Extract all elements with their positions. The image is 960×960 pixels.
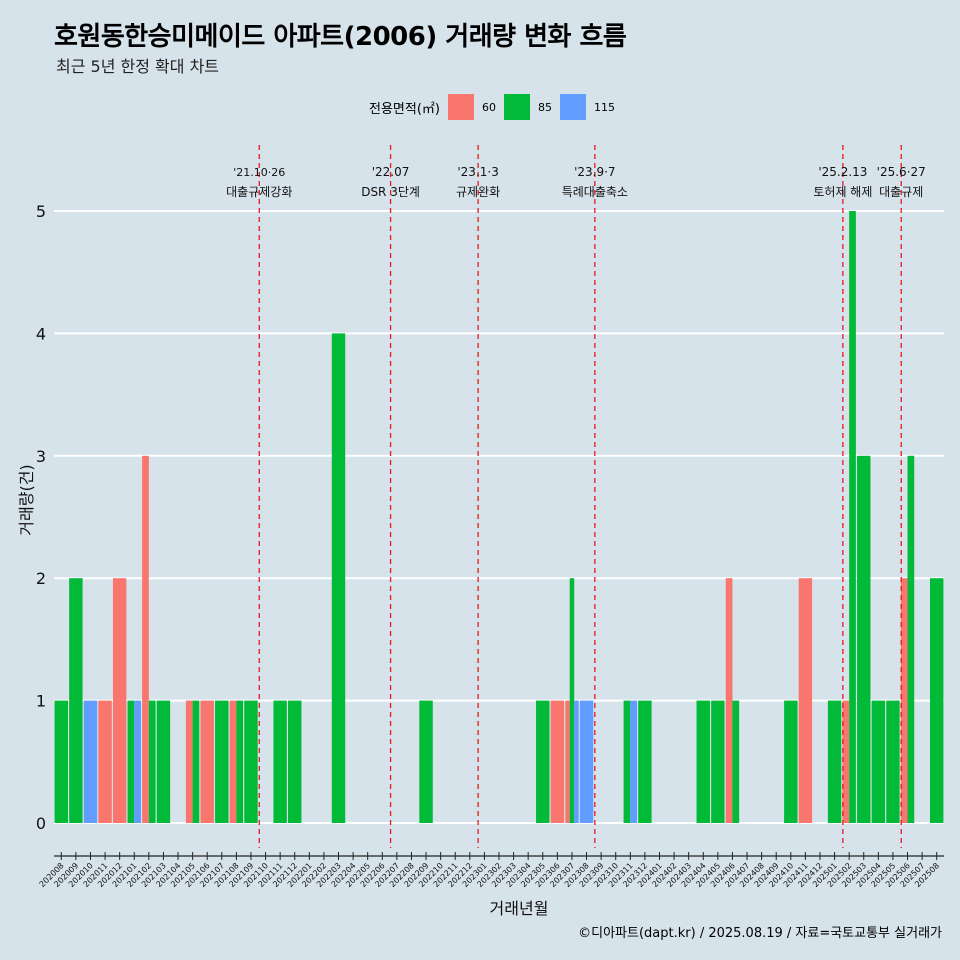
- legend: 전용면적(㎡) 60 85 115: [369, 93, 623, 121]
- bar-202305-85: [536, 700, 550, 823]
- bar-202406-85: [732, 700, 740, 823]
- bar-202101-85: [127, 700, 135, 823]
- legend-title: 전용면적(㎡): [369, 101, 440, 117]
- event-date-3: '23.1·3: [457, 165, 498, 179]
- event-label-2: DSR 3단계: [361, 185, 420, 199]
- bar-202009-85: [69, 578, 83, 823]
- bar-202406-60: [725, 578, 733, 823]
- bar-layer: [54, 211, 944, 823]
- event-date-1: '21.10·26: [233, 166, 285, 179]
- bar-202405-85: [711, 700, 725, 823]
- bar-202112-85: [288, 700, 302, 823]
- bar-202209-85: [419, 700, 433, 823]
- bar-202505-85: [886, 700, 900, 823]
- chart-title: 호원동한승미메이드 아파트(2006) 거래량 변화 흐름: [54, 22, 627, 52]
- y-tick-label-0: 0: [36, 814, 46, 833]
- legend-swatch-60: [447, 94, 474, 120]
- source-caption: ©디아파트(dapt.kr) / 2025.08.19 / 자료=국토교통부 실…: [578, 926, 942, 941]
- bar-202108-60: [229, 700, 237, 823]
- annotation-layer: '21.10·26 대출규제강화 '22.07 DSR 3단계 '23.1·3 규제완화 '…: [226, 145, 926, 848]
- event-label-3: 규제완화: [456, 185, 500, 199]
- bar-202502-85: [849, 211, 856, 823]
- bar-202102-85: [148, 700, 156, 823]
- axis-layer: 0123452020082020092020102020112020122021…: [17, 202, 944, 918]
- event-label-4: 특례대출축소: [562, 185, 628, 199]
- y-tick-label-1: 1: [36, 692, 46, 711]
- y-tick-label-4: 4: [36, 324, 46, 343]
- y-tick-label-3: 3: [36, 447, 46, 466]
- bar-202307-60: [565, 700, 570, 823]
- bar-202103-85: [156, 700, 171, 823]
- bar-202010-115: [83, 700, 98, 823]
- bar-202203-85: [331, 333, 346, 823]
- chart-subtitle: 최근 5년 한정 확대 차트: [56, 57, 220, 76]
- bar-202008-85: [54, 700, 69, 823]
- legend-label-60: 60: [481, 100, 496, 114]
- bar-202311-115: [630, 700, 638, 823]
- bar-202107-85: [215, 700, 229, 823]
- legend-swatch-115: [559, 94, 586, 120]
- legend-swatch-85: [503, 94, 530, 120]
- bar-202308-115: [579, 700, 594, 823]
- bar-202109-85: [244, 700, 258, 823]
- event-label-1: 대출규제강화: [226, 185, 292, 199]
- event-label-6: 대출규제: [879, 185, 923, 199]
- y-tick-label-2: 2: [36, 569, 46, 588]
- legend-label-85: 85: [537, 100, 552, 114]
- bar-202311-85: [623, 700, 631, 823]
- bar-202307-85: [569, 578, 575, 823]
- legend-item-85: 85: [503, 94, 552, 120]
- bar-202102-60: [142, 455, 149, 823]
- legend-label-115: 115: [593, 100, 615, 114]
- bar-202503-85: [857, 455, 871, 823]
- legend-item-115: 115: [559, 94, 615, 120]
- bar-202411-60: [798, 578, 813, 823]
- legend-item-60: 60: [447, 94, 496, 120]
- event-date-5: '25.2.13: [818, 165, 867, 179]
- bar-202506-85: [907, 455, 915, 823]
- bar-202105-85: [192, 700, 200, 823]
- x-axis-title: 거래년월: [490, 899, 549, 918]
- bar-202404-85: [696, 700, 710, 823]
- bar-202111-85: [273, 700, 287, 823]
- bar-202312-85: [638, 700, 652, 823]
- bar-202501-85: [827, 700, 842, 823]
- event-label-5: 토허제 해제: [813, 185, 872, 199]
- event-date-2: '22.07: [372, 165, 410, 179]
- bar-202011-60: [98, 700, 112, 823]
- bar-202508-85: [929, 578, 944, 823]
- bar-202105-60: [185, 700, 193, 823]
- bar-202106-60: [200, 700, 214, 823]
- bar-202307-115: [574, 700, 579, 823]
- bar-202108-85: [236, 700, 244, 823]
- bar-202506-60: [900, 578, 908, 823]
- bar-202101-115: [134, 700, 141, 823]
- bar-202410-85: [784, 700, 798, 823]
- y-axis-title: 거래량(건): [17, 464, 36, 535]
- bar-202504-85: [871, 700, 886, 823]
- bar-202012-60: [112, 578, 127, 823]
- y-tick-label-5: 5: [36, 202, 46, 221]
- bar-202502-60: [842, 700, 850, 823]
- bar-202306-60: [550, 700, 565, 823]
- event-date-6: '25.6·27: [877, 165, 926, 179]
- event-date-4: '23.9·7: [574, 165, 615, 179]
